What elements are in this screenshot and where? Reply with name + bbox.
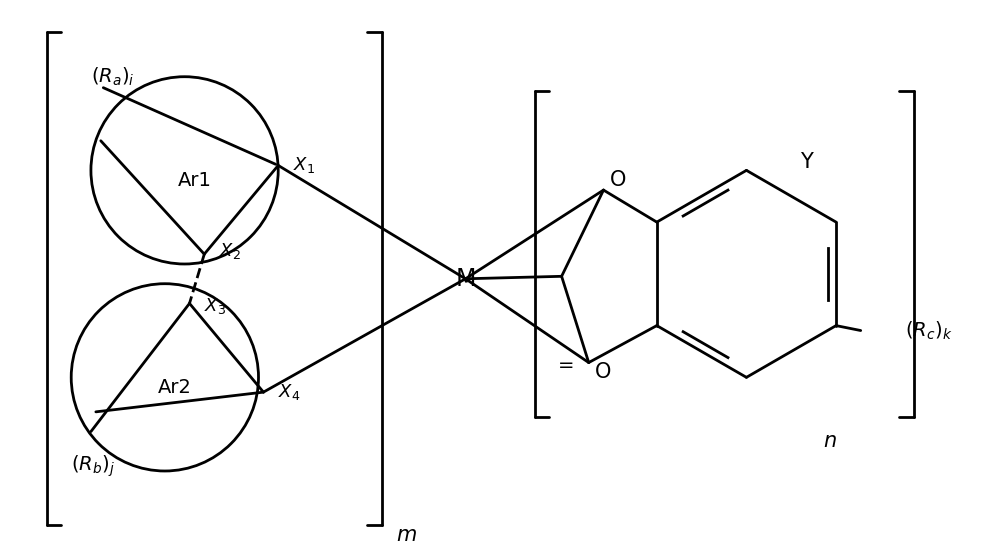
Text: n: n bbox=[824, 431, 837, 452]
Text: =: = bbox=[557, 356, 574, 375]
Text: $X_4$: $X_4$ bbox=[278, 382, 301, 402]
Text: Y: Y bbox=[800, 152, 812, 172]
Text: $X_2$: $X_2$ bbox=[219, 241, 241, 261]
Text: $X_1$: $X_1$ bbox=[293, 156, 315, 175]
Text: M: M bbox=[455, 267, 476, 291]
Text: $X_3$: $X_3$ bbox=[204, 296, 226, 316]
Text: O: O bbox=[595, 362, 612, 382]
Text: Ar2: Ar2 bbox=[158, 378, 192, 397]
Text: $(R_c)_k$: $(R_c)_k$ bbox=[905, 320, 952, 342]
Text: $(R_a)_i$: $(R_a)_i$ bbox=[91, 65, 135, 88]
Text: O: O bbox=[610, 170, 626, 190]
Text: $(R_b)_j$: $(R_b)_j$ bbox=[71, 453, 115, 479]
Text: Ar1: Ar1 bbox=[177, 170, 211, 190]
Text: m: m bbox=[396, 525, 417, 545]
